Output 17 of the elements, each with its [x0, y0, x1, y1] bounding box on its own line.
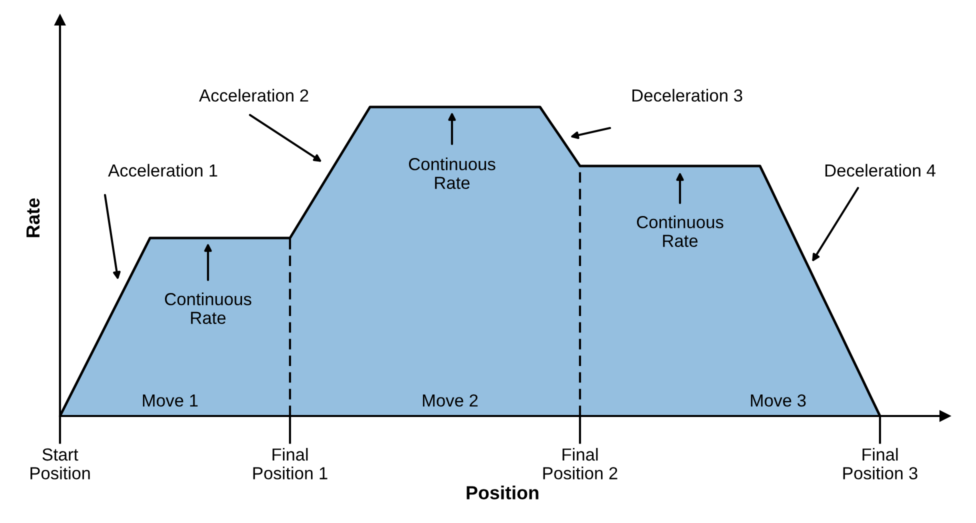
x-tick-label: Final Position 2	[543, 448, 618, 480]
y-axis-title: Rate	[191, 312, 226, 324]
annotation: Continuous Rate	[408, 158, 496, 190]
annotation: Move 3	[750, 394, 806, 407]
x-tick-label: Start Position	[30, 448, 90, 480]
text: Deceleration 3	[632, 88, 742, 102]
x-tick-label: Final Position 3	[843, 448, 918, 480]
text: Continuous	[164, 292, 252, 306]
annotation: Deceleration 4	[825, 164, 936, 177]
annotation: Acceleration 1	[108, 164, 218, 177]
x-axis-title: Position	[466, 486, 538, 500]
annotation: Move 2	[422, 394, 478, 407]
annotation: Continuous Rate	[636, 216, 724, 248]
text: Rate	[26, 198, 40, 238]
x-tick-label: Final Position 1	[253, 448, 328, 480]
text: Acceleration 2	[199, 88, 308, 102]
annotation: Move 1	[142, 394, 198, 407]
